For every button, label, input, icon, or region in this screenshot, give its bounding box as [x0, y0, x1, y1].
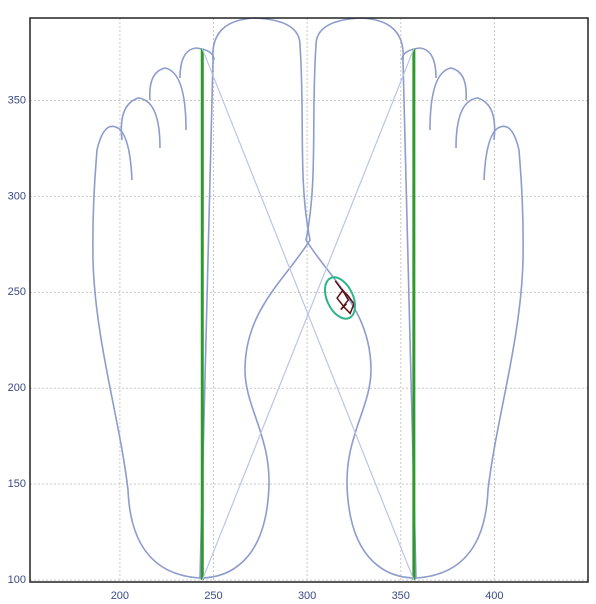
plot-frame: [29, 17, 589, 583]
left-foot-outline: [92, 17, 311, 579]
x-tick-label: 300: [298, 590, 316, 602]
y-tick-label: 300: [8, 190, 26, 202]
x-tick-label: 250: [204, 590, 222, 602]
sway-ellipse: [323, 276, 357, 320]
y-tick-label: 250: [8, 286, 26, 298]
grid: [30, 18, 588, 582]
right-foot-outline: [305, 17, 524, 579]
tick-labels: 200 250 300 350 400 100 150 200 250 300 350: [8, 94, 504, 602]
foot-outlines: [92, 17, 524, 579]
series-line: [201, 48, 415, 581]
x-tick-label: 400: [485, 590, 503, 602]
y-tick-label: 350: [8, 94, 26, 106]
y-tick-label: 100: [8, 574, 26, 586]
y-tick-label: 200: [8, 382, 26, 394]
x-tick-label: 350: [392, 590, 410, 602]
y-tick-label: 150: [8, 478, 26, 490]
series-line: [334, 280, 355, 315]
x-tick-label: 200: [111, 590, 129, 602]
plot-marks: [200, 48, 416, 581]
